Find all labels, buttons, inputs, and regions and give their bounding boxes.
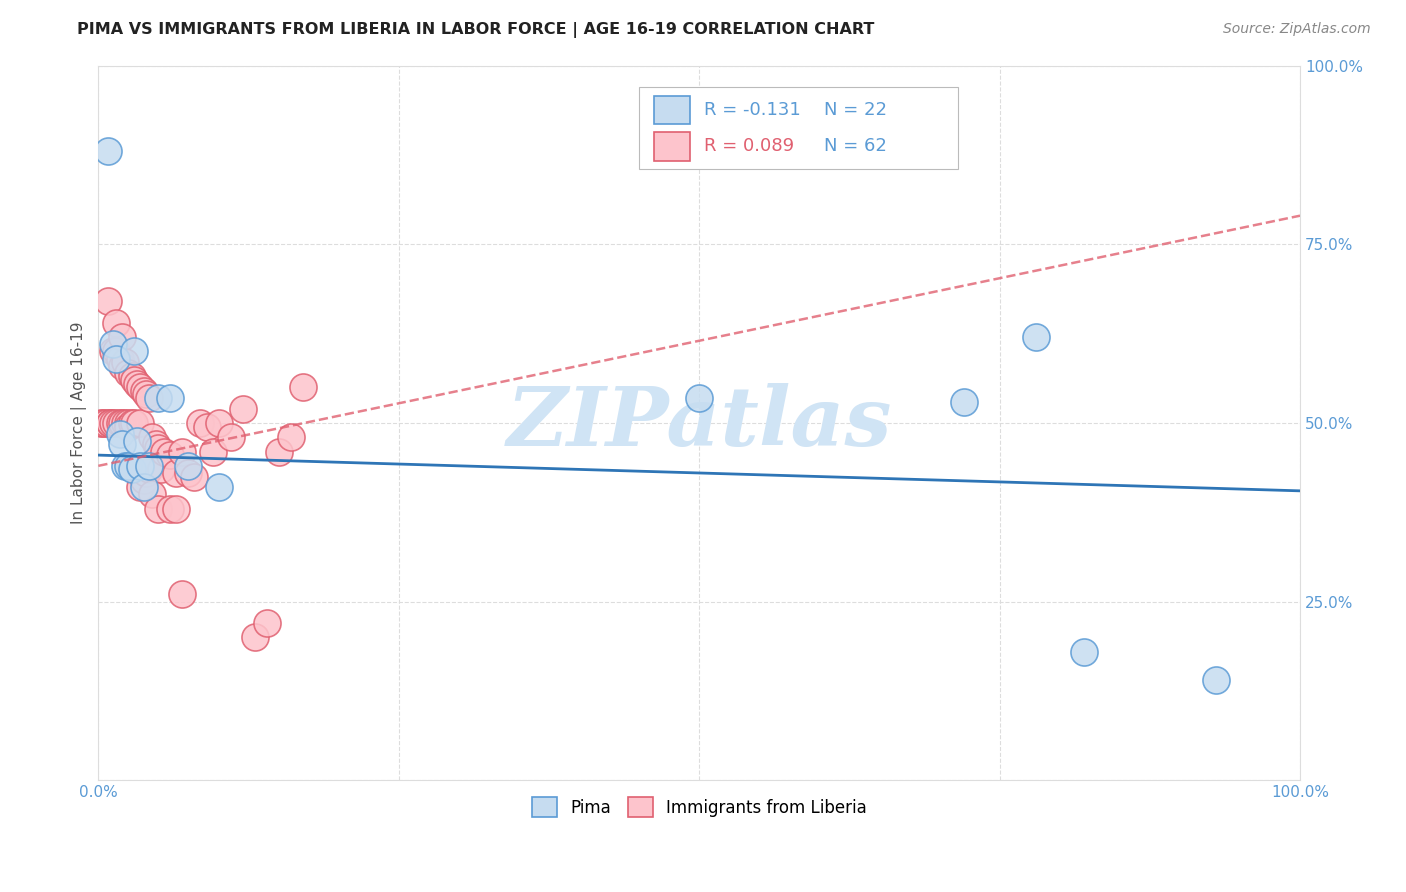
- Point: [114, 355, 136, 369]
- Point: [121, 369, 143, 384]
- Point: [177, 466, 200, 480]
- Point: [105, 351, 128, 366]
- Point: [148, 391, 170, 405]
- Point: [132, 480, 155, 494]
- Text: R = -0.131: R = -0.131: [704, 101, 801, 119]
- Point: [148, 501, 170, 516]
- Point: [195, 419, 218, 434]
- Point: [138, 458, 160, 473]
- Point: [121, 462, 143, 476]
- Point: [111, 416, 134, 430]
- Point: [101, 416, 124, 430]
- Text: N = 62: N = 62: [824, 137, 887, 155]
- Point: [108, 426, 131, 441]
- FancyBboxPatch shape: [654, 95, 689, 124]
- Point: [141, 430, 163, 444]
- Point: [111, 330, 134, 344]
- Point: [111, 359, 134, 373]
- FancyBboxPatch shape: [654, 132, 689, 161]
- FancyBboxPatch shape: [640, 87, 957, 169]
- Point: [243, 631, 266, 645]
- Point: [138, 391, 160, 405]
- Text: Source: ZipAtlas.com: Source: ZipAtlas.com: [1223, 22, 1371, 37]
- Point: [129, 380, 152, 394]
- Point: [159, 448, 181, 462]
- Point: [207, 480, 229, 494]
- Text: ZIPatlas: ZIPatlas: [506, 383, 891, 463]
- Point: [105, 344, 128, 359]
- Point: [117, 366, 139, 380]
- Point: [114, 416, 136, 430]
- Point: [149, 462, 172, 476]
- Point: [117, 416, 139, 430]
- Point: [280, 430, 302, 444]
- Point: [124, 462, 146, 476]
- Point: [125, 434, 148, 448]
- Point: [1205, 673, 1227, 688]
- Point: [117, 419, 139, 434]
- Point: [105, 416, 128, 430]
- Point: [183, 469, 205, 483]
- Point: [952, 394, 974, 409]
- Point: [97, 294, 120, 309]
- Point: [1073, 645, 1095, 659]
- Y-axis label: In Labor Force | Age 16-19: In Labor Force | Age 16-19: [72, 322, 87, 524]
- Point: [114, 458, 136, 473]
- Point: [124, 344, 146, 359]
- Point: [232, 401, 254, 416]
- Text: R = 0.089: R = 0.089: [704, 137, 794, 155]
- Point: [129, 416, 152, 430]
- Point: [108, 351, 131, 366]
- Point: [166, 501, 188, 516]
- Point: [94, 416, 117, 430]
- Point: [148, 441, 170, 455]
- Point: [267, 444, 290, 458]
- Point: [121, 416, 143, 430]
- Point: [105, 316, 128, 330]
- Text: PIMA VS IMMIGRANTS FROM LIBERIA IN LABOR FORCE | AGE 16-19 CORRELATION CHART: PIMA VS IMMIGRANTS FROM LIBERIA IN LABOR…: [77, 22, 875, 38]
- Point: [111, 437, 134, 451]
- Point: [145, 437, 167, 451]
- Point: [256, 616, 278, 631]
- Point: [101, 337, 124, 351]
- Point: [108, 416, 131, 430]
- Point: [135, 466, 157, 480]
- Point: [291, 380, 314, 394]
- Point: [688, 391, 710, 405]
- Point: [153, 444, 176, 458]
- Point: [90, 416, 112, 430]
- Point: [125, 376, 148, 391]
- Point: [124, 373, 146, 387]
- Point: [207, 416, 229, 430]
- Point: [177, 458, 200, 473]
- Legend: Pima, Immigrants from Liberia: Pima, Immigrants from Liberia: [523, 789, 875, 826]
- Point: [159, 391, 181, 405]
- Point: [172, 587, 194, 601]
- Point: [141, 487, 163, 501]
- Point: [201, 444, 224, 458]
- Point: [91, 416, 114, 430]
- Point: [132, 473, 155, 487]
- Text: N = 22: N = 22: [824, 101, 887, 119]
- Point: [97, 145, 120, 159]
- Point: [98, 416, 121, 430]
- Point: [138, 462, 160, 476]
- Point: [135, 387, 157, 401]
- Point: [166, 466, 188, 480]
- Point: [117, 458, 139, 473]
- Point: [129, 458, 152, 473]
- Point: [98, 416, 121, 430]
- Point: [219, 430, 242, 444]
- Point: [190, 416, 212, 430]
- Point: [132, 384, 155, 398]
- Point: [1025, 330, 1047, 344]
- Point: [124, 416, 146, 430]
- Point: [101, 344, 124, 359]
- Point: [129, 480, 152, 494]
- Point: [172, 444, 194, 458]
- Point: [159, 501, 181, 516]
